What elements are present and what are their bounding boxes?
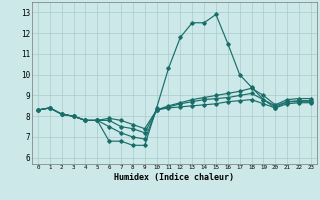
X-axis label: Humidex (Indice chaleur): Humidex (Indice chaleur): [115, 173, 234, 182]
